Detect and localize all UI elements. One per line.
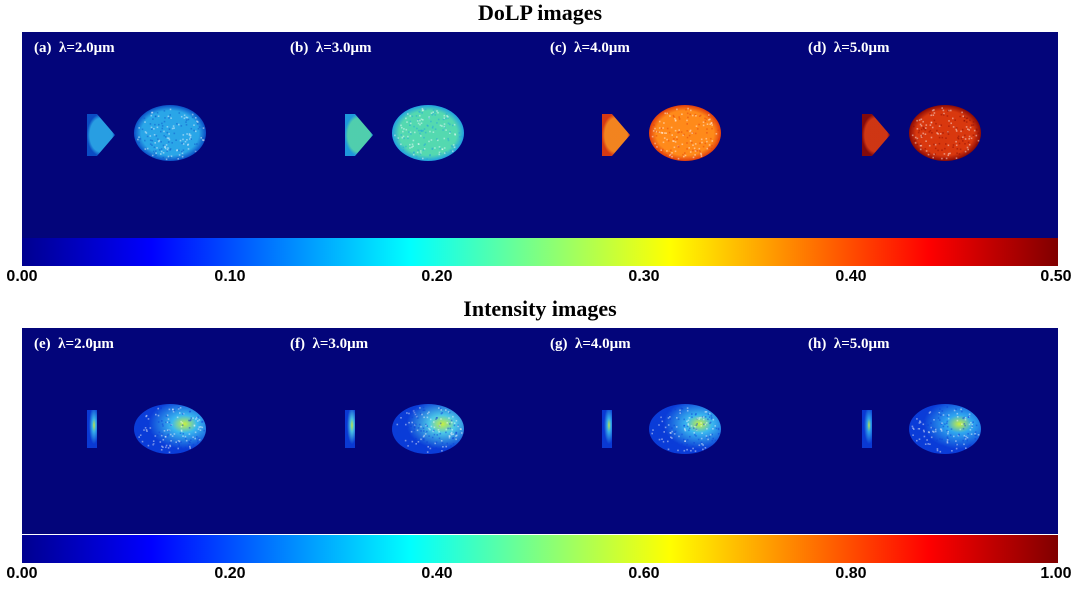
panel-label-h: (h) λ=5.0μm: [808, 336, 890, 352]
panel-label-a: (a) λ=2.0μm: [34, 40, 115, 56]
dolp-image-strip: (a) λ=2.0μm (b) λ=3.0μm (c) λ=4.0μm (d) …: [22, 32, 1058, 238]
intensity-ellipse-2: [649, 404, 721, 454]
dolp-slab-1: [345, 114, 373, 156]
intensity-speckle-1: [395, 406, 463, 453]
intensity-slab-0: [87, 410, 97, 448]
intensity-speckle-2: [651, 407, 720, 452]
intensity-colorbar-tick: 1.00: [1040, 565, 1072, 582]
panel-label-g: (g) λ=4.0μm: [550, 336, 631, 352]
intensity-ellipse-1: [392, 404, 464, 454]
dolp-ellipse-0: [134, 105, 206, 161]
dolp-colorbar-tick: 0.00: [6, 268, 38, 285]
panel-label-c: (c) λ=4.0μm: [550, 40, 630, 56]
intensity-images-canvas: [87, 404, 981, 454]
dolp-speckle-0: [137, 108, 205, 161]
intensity-ellipse-0: [134, 404, 206, 454]
dolp-ellipse-3: [909, 105, 981, 161]
panel-label-f: (f) λ=3.0μm: [290, 336, 369, 352]
dolp-colorbar-tick: 0.20: [421, 268, 453, 285]
intensity-colorbar-tick: 0.00: [6, 565, 38, 582]
dolp-slab-0: [87, 114, 115, 156]
dolp-speckle-1: [394, 107, 463, 160]
intensity-speckle-0: [137, 407, 205, 454]
intensity-slab-2: [602, 410, 612, 448]
dolp-images-canvas: [87, 105, 981, 161]
intensity-colorbar: [22, 535, 1058, 563]
dolp-colorbar: [22, 238, 1058, 266]
dolp-colorbar-tick: 0.50: [1040, 268, 1072, 285]
dolp-speckle-2: [651, 107, 720, 160]
panel-label-e: (e) λ=2.0μm: [34, 336, 114, 352]
intensity-speckle-3: [911, 406, 980, 453]
intensity-slab-3: [862, 410, 872, 448]
intensity-ellipse-3: [909, 404, 981, 454]
panel-label-d: (d) λ=5.0μm: [808, 40, 890, 56]
dolp-slab-2: [602, 114, 630, 156]
intensity-slab-1: [345, 410, 355, 448]
intensity-colorbar-tick: 0.80: [835, 565, 867, 582]
intensity-image-strip: (e) λ=2.0μm (f) λ=3.0μm (g) λ=4.0μm (h) …: [22, 328, 1058, 534]
intensity-colorbar-tick: 0.60: [628, 565, 660, 582]
intensity-colorbar-tick: 0.20: [214, 565, 246, 582]
dolp-slab-3: [862, 114, 890, 156]
intensity-colorbar-tick: 0.40: [421, 565, 453, 582]
dolp-colorbar-tick: 0.30: [628, 268, 660, 285]
dolp-colorbar-tick: 0.10: [214, 268, 246, 285]
dolp-speckle-3: [911, 107, 980, 160]
intensity-section-title: Intensity images: [463, 296, 617, 321]
dolp-ellipse-2: [649, 105, 721, 161]
dolp-colorbar-tick: 0.40: [835, 268, 867, 285]
dolp-section-title: DoLP images: [477, 0, 603, 25]
panel-label-b: (b) λ=3.0μm: [290, 40, 372, 56]
dolp-ellipse-1: [392, 105, 464, 161]
